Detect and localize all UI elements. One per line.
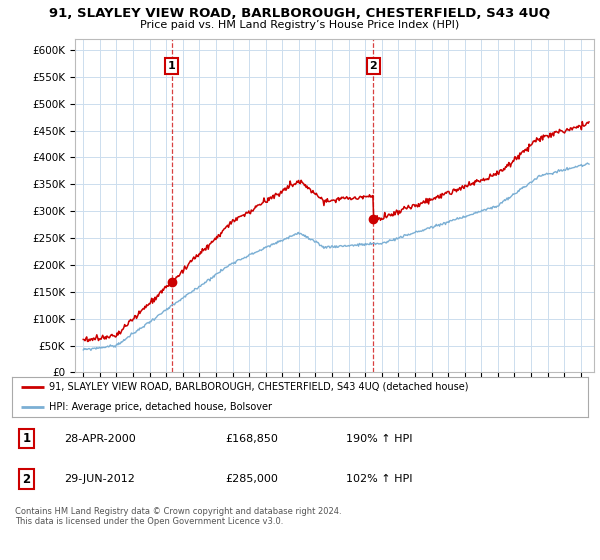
Text: 91, SLAYLEY VIEW ROAD, BARLBOROUGH, CHESTERFIELD, S43 4UQ: 91, SLAYLEY VIEW ROAD, BARLBOROUGH, CHES…	[49, 7, 551, 20]
Text: 28-APR-2000: 28-APR-2000	[64, 433, 136, 444]
Text: 1: 1	[22, 432, 31, 445]
Text: Contains HM Land Registry data © Crown copyright and database right 2024.
This d: Contains HM Land Registry data © Crown c…	[15, 507, 341, 526]
Text: HPI: Average price, detached house, Bolsover: HPI: Average price, detached house, Bols…	[49, 402, 272, 412]
Text: 91, SLAYLEY VIEW ROAD, BARLBOROUGH, CHESTERFIELD, S43 4UQ (detached house): 91, SLAYLEY VIEW ROAD, BARLBOROUGH, CHES…	[49, 382, 469, 392]
Text: Price paid vs. HM Land Registry’s House Price Index (HPI): Price paid vs. HM Land Registry’s House …	[140, 20, 460, 30]
Text: 102% ↑ HPI: 102% ↑ HPI	[346, 474, 413, 484]
Text: £285,000: £285,000	[225, 474, 278, 484]
Text: 2: 2	[22, 473, 31, 486]
Text: 29-JUN-2012: 29-JUN-2012	[64, 474, 135, 484]
Text: £168,850: £168,850	[225, 433, 278, 444]
Text: 2: 2	[370, 61, 377, 71]
Text: 1: 1	[167, 61, 175, 71]
Text: 190% ↑ HPI: 190% ↑ HPI	[346, 433, 413, 444]
